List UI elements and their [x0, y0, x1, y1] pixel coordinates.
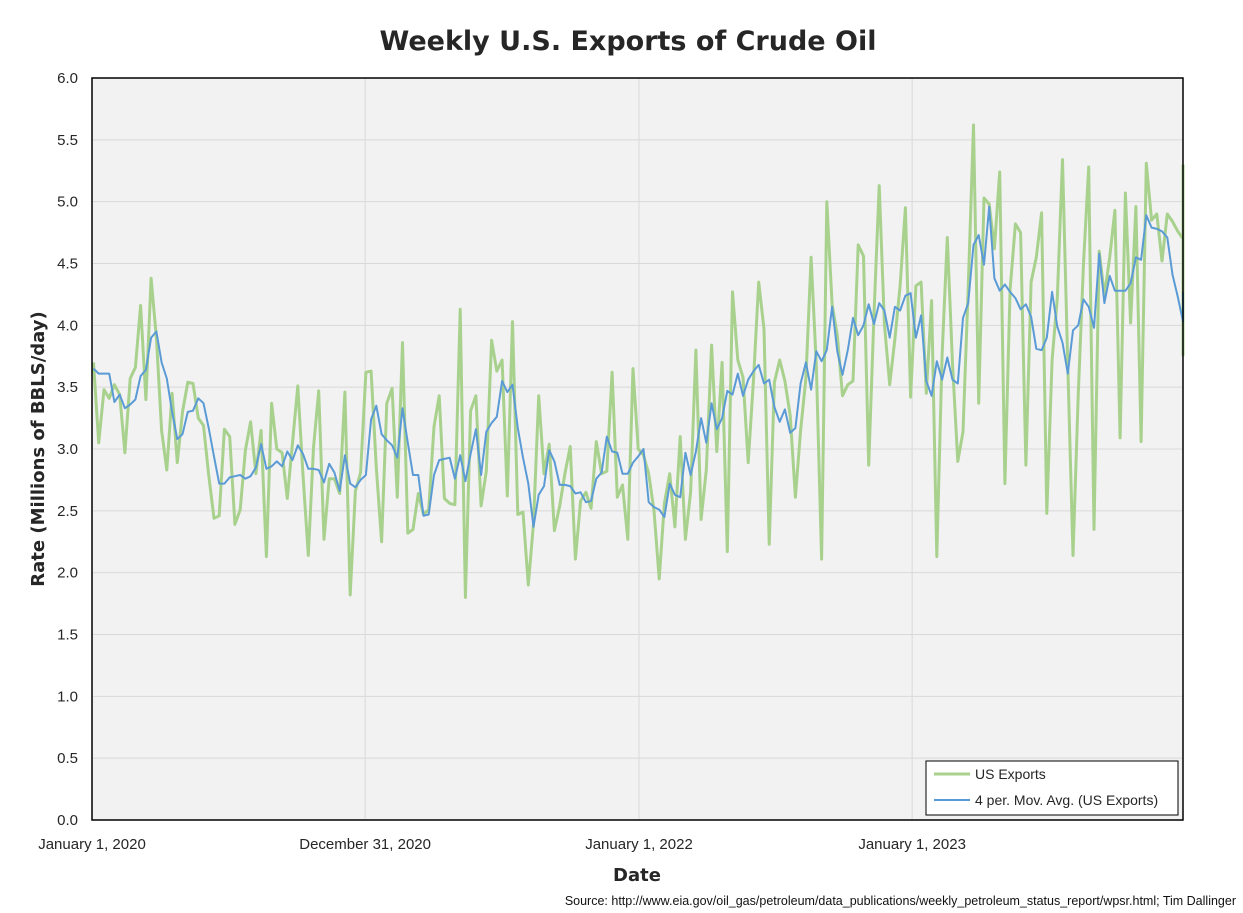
y-tick-label: 5.5	[57, 132, 78, 149]
chart-title: Weekly U.S. Exports of Crude Oil	[380, 26, 877, 57]
y-tick-label: 2.0	[57, 565, 78, 582]
x-tick-label: January 1, 2022	[585, 836, 693, 853]
series-lines	[92, 123, 1185, 599]
y-tick-label: 0.0	[57, 812, 78, 829]
y-tick-label: 1.5	[57, 627, 78, 644]
y-tick-label: 4.5	[57, 256, 78, 273]
series-moving-average	[92, 205, 1184, 528]
x-tick-label: January 1, 2020	[38, 836, 146, 853]
legend-label-moving-average: 4 per. Mov. Avg. (US Exports)	[975, 792, 1158, 808]
y-tick-label: 2.5	[57, 503, 78, 520]
y-tick-label: 3.5	[57, 379, 78, 396]
legend-label-us-exports: US Exports	[975, 766, 1046, 782]
x-tick-label: December 31, 2020	[299, 836, 431, 853]
x-axis: January 1, 2020 December 31, 2020 January …	[38, 836, 966, 853]
plot-border	[91, 77, 1184, 821]
y-tick-label: 4.0	[57, 317, 78, 334]
source-note: Source: http://www.eia.gov/oil_gas/petro…	[565, 894, 1236, 908]
y-tick-label: 1.0	[57, 688, 78, 705]
y-tick-label: 5.0	[57, 194, 78, 211]
x-axis-title: Date	[613, 865, 661, 886]
y-axis: 0.0 0.5 1.0 1.5 2.0 2.5 3.0 3.5 4.0 4.5 5.0 5.5 6.0	[57, 70, 78, 829]
y-axis-title: Rate (Millions of BBLS/day)	[28, 311, 49, 586]
legend-box	[925, 760, 1179, 816]
y-tick-label: 3.0	[57, 441, 78, 458]
legend: US Exports 4 per. Mov. Avg. (US Exports)	[925, 760, 1179, 816]
x-tick-label: January 1, 2023	[858, 836, 966, 853]
y-tick-label: 6.0	[57, 70, 78, 87]
series-us-exports	[92, 123, 1185, 599]
y-tick-label: 0.5	[57, 750, 78, 767]
